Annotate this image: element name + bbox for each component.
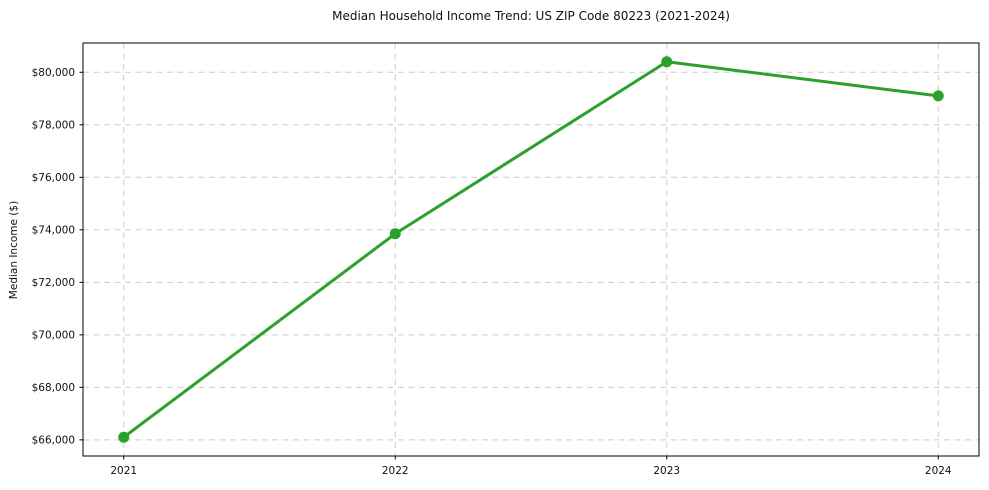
axes-box bbox=[82, 42, 980, 457]
y-tick-label: $72,000 bbox=[32, 277, 75, 289]
y-tick-label: $78,000 bbox=[32, 119, 75, 131]
y-tick-label: $76,000 bbox=[32, 172, 75, 184]
data-point bbox=[661, 56, 673, 68]
data-point bbox=[389, 228, 401, 240]
data-point bbox=[118, 431, 130, 443]
y-tick-label: $66,000 bbox=[32, 435, 75, 447]
trend-line bbox=[122, 60, 940, 439]
y-tick-label: $68,000 bbox=[32, 382, 75, 394]
x-tick-label: 2022 bbox=[382, 465, 409, 477]
y-tick-label: $74,000 bbox=[32, 224, 75, 236]
x-tick-label: 2021 bbox=[110, 465, 137, 477]
x-tick-label: 2024 bbox=[925, 465, 952, 477]
data-point bbox=[932, 90, 944, 102]
chart-title: Median Household Income Trend: US ZIP Co… bbox=[332, 9, 730, 23]
y-tick-label: $70,000 bbox=[32, 330, 75, 342]
x-tick-label: 2023 bbox=[653, 465, 680, 477]
y-tick-label: $80,000 bbox=[32, 67, 75, 79]
